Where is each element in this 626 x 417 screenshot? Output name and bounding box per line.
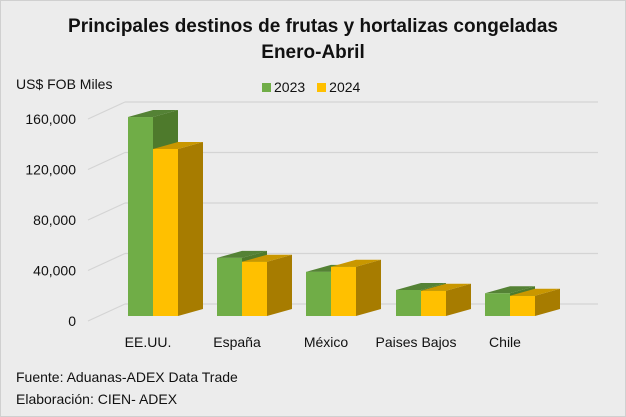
y-tick-label: 80,000: [33, 212, 76, 228]
x-tick-label: Chile: [489, 334, 521, 350]
bar-side-2024-4: [535, 288, 560, 316]
y-tick-label: 160,000: [25, 111, 76, 127]
gridline-side-4: [87, 101, 126, 120]
bar-2024-4: [510, 295, 535, 316]
elaboration-note: Elaboración: CIEN- ADEX: [16, 391, 178, 407]
bar-2023-3: [396, 289, 421, 316]
bar-side-2024-1: [267, 254, 292, 316]
x-tick-label: España: [213, 334, 261, 350]
bar-2024-1: [242, 261, 267, 316]
bar-top-2023-1: [217, 250, 267, 258]
bar-top-2024-3: [421, 283, 471, 291]
bar-side-2024-3: [446, 283, 471, 316]
bar-2023-4: [485, 293, 510, 316]
legend-label-2023: 2023: [274, 79, 306, 95]
chart-title: Principales destinos de frutas y hortali…: [68, 16, 558, 37]
bar-side-2024-0: [178, 141, 203, 316]
y-tick-label: 40,000: [33, 263, 76, 279]
bar-top-2024-1: [242, 254, 292, 262]
y-tick-label: 120,000: [25, 162, 76, 178]
gridline-side-3: [87, 151, 126, 171]
gridline-side-1: [87, 252, 126, 272]
x-tick-label: Paises Bajos: [376, 334, 457, 350]
bar-2024-2: [331, 266, 356, 316]
x-tick-label: EE.UU.: [125, 334, 172, 350]
bar-top-2023-0: [128, 110, 178, 118]
legend-item-2024: 2024: [317, 79, 360, 95]
bar-side-2024-2: [356, 259, 381, 316]
legend-label-2024: 2024: [329, 79, 361, 95]
bar-2024-3: [421, 290, 446, 316]
gridline-side-0: [87, 303, 126, 322]
chart-subtitle: Enero-Abril: [261, 42, 365, 63]
y-tick-label: 0: [68, 313, 76, 329]
bar-2023-2: [306, 271, 331, 316]
bar-top-2023-4: [485, 286, 535, 294]
bar-top-2024-2: [331, 259, 381, 267]
legend: 2023 2024: [262, 79, 372, 95]
x-tick-label: México: [304, 334, 349, 350]
bar-top-2024-0: [153, 141, 203, 149]
legend-swatch-2024: [317, 82, 327, 92]
gridline-side-2: [87, 202, 126, 221]
bar-top-2024-4: [510, 288, 560, 296]
legend-item-2023: 2023: [262, 79, 305, 95]
y-axis-label: US$ FOB Miles: [16, 76, 113, 92]
bar-top-2023-3: [396, 282, 446, 290]
bar-2023-0: [128, 117, 153, 316]
source-note: Fuente: Aduanas-ADEX Data Trade: [16, 369, 238, 385]
bar-2023-1: [217, 257, 242, 316]
legend-swatch-2023: [262, 82, 271, 92]
bar-2024-0: [153, 148, 178, 316]
